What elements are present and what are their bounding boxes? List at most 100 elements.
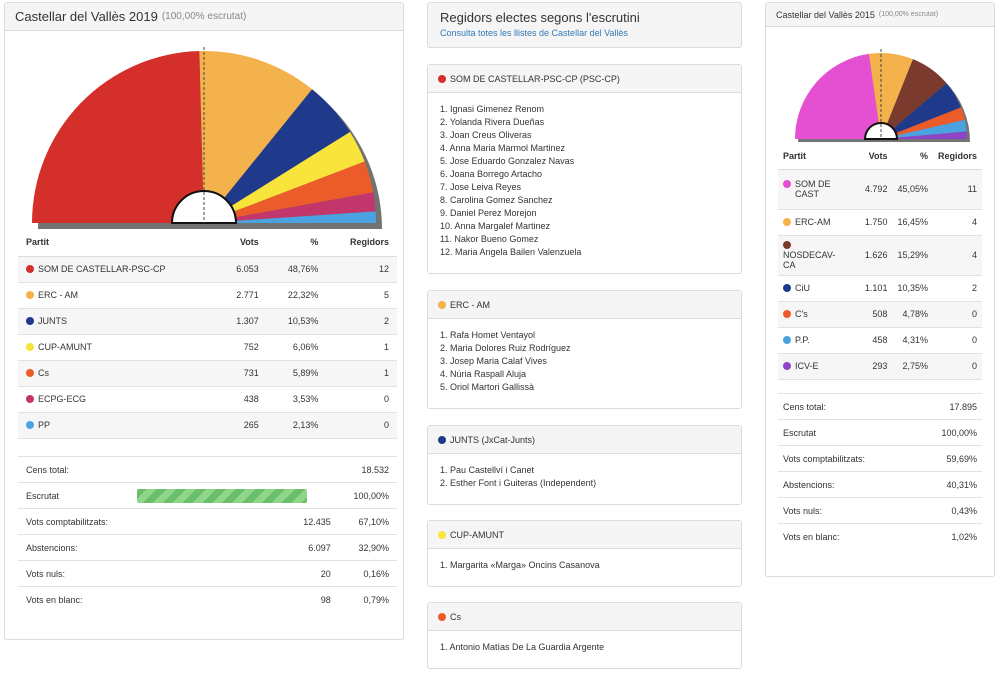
party-row[interactable]: ERC - AM 2.771 22,32% 5	[18, 282, 397, 309]
stat-label: Vots en blanc:	[18, 586, 129, 613]
col-partit: Partit	[18, 228, 218, 257]
party-pct: 48,76%	[266, 256, 327, 283]
party-pct: 6,06%	[266, 334, 327, 361]
party-color-dot	[26, 395, 34, 403]
stat-pct: 67,10%	[338, 508, 397, 535]
party-row[interactable]: ECPG-ECG 438 3,53% 0	[18, 386, 397, 413]
party-votes: 293	[859, 353, 893, 380]
candidate-list-title: SOM DE CASTELLAR-PSC-CP (PSC-CP)	[450, 73, 620, 84]
candidate-item: 1. Rafa Homet Ventayol	[440, 330, 536, 340]
stat-label: Vots comptabilitzats:	[778, 445, 915, 472]
stat-row: Escrutat 100,00%	[778, 419, 982, 446]
candidate-list: 1. Ignasi Gimenez Renom 2. Yolanda River…	[428, 93, 741, 259]
hemicycle-slice	[896, 119, 967, 138]
party-seats: 0	[932, 301, 982, 328]
elected-councillors-header: Regidors electes segons l'escrutini Cons…	[427, 2, 742, 48]
stat-value: 100,00%	[338, 482, 397, 509]
hemicycle-slice	[224, 89, 350, 207]
party-name: SOM DE CASTELLAR-PSC-CP	[38, 264, 166, 274]
candidate-list-title: Cs	[450, 611, 461, 622]
stat-label: Vots comptabilitzats:	[18, 508, 129, 535]
party-seats: 1	[326, 334, 397, 361]
candidate-item: 10. Anna Margalef Martinez	[440, 221, 551, 231]
stat-label: Abstencions:	[18, 534, 129, 561]
party-row[interactable]: CiU 1.101 10,35% 2	[778, 275, 982, 302]
party-votes: 1.750	[859, 209, 893, 236]
hemicycle-slice	[893, 83, 961, 134]
party-row[interactable]: JUNTS 1.307 10,53% 2	[18, 308, 397, 335]
candidate-item: 5. Jose Eduardo Gonzalez Navas	[440, 156, 575, 166]
party-name: PP	[38, 420, 51, 430]
party-votes: 438	[217, 386, 267, 413]
party-pct: 16,45%	[892, 209, 933, 236]
party-row[interactable]: PP 265 2,13% 0	[18, 412, 397, 439]
hemicycle-slice	[233, 161, 374, 218]
candidate-list-erc: ERC - AM 1. Rafa Homet Ventayol 2. Maria…	[427, 290, 742, 409]
stat-pct: 32,90%	[338, 534, 397, 561]
stat-row: Escrutat 100,00%	[18, 482, 397, 509]
party-pct: 45,05%	[892, 169, 933, 210]
candidate-item: 4. Anna Maria Marmol Martinez	[440, 143, 566, 153]
stat-label: Vots nuls:	[778, 497, 915, 524]
hemicycle-slice	[896, 131, 967, 139]
party-color-dot	[26, 291, 34, 299]
col-regidors: Regidors	[326, 228, 397, 257]
party-row[interactable]: SOM DE CAST 4.792 45,05% 11	[778, 169, 982, 210]
party-seats: 2	[932, 275, 982, 302]
party-name: SOM DE CAST	[795, 179, 831, 199]
hemicycle-slice	[895, 107, 965, 136]
party-row[interactable]: NOSDECAV-CA 1.626 15,29% 4	[778, 235, 982, 276]
hemicycle-slice	[32, 51, 204, 224]
party-seats: 4	[932, 209, 982, 236]
party-seats: 12	[326, 256, 397, 283]
candidate-item: 1. Pau Castellví i Canet	[440, 465, 535, 475]
stat-label: Cens total:	[18, 456, 129, 483]
party-row[interactable]: ERC-AM 1.750 16,45% 4	[778, 209, 982, 236]
party-row[interactable]: CUP-AMUNT 752 6,06% 1	[18, 334, 397, 361]
stats-2019-table: Cens total: 18.532 Escrutat 100,00% Vots c…	[18, 456, 397, 613]
candidate-item: 2. Esther Font i Guiteras (Independent)	[440, 478, 597, 488]
party-row[interactable]: C's 508 4,78% 0	[778, 301, 982, 328]
party-color-dot	[438, 300, 446, 309]
party-name: P.P.	[795, 335, 810, 345]
party-votes: 1.307	[217, 308, 267, 335]
party-pct: 3,53%	[266, 386, 327, 413]
party-row[interactable]: SOM DE CASTELLAR-PSC-CP 6.053 48,76% 12	[18, 256, 397, 283]
results-2015-subtitle: (100,00% escrutat)	[878, 11, 939, 18]
stat-row: Vots en blanc: 98 0,79%	[18, 586, 397, 613]
party-pct: 2,75%	[892, 353, 933, 380]
party-row[interactable]: P.P. 458 4,31% 0	[778, 327, 982, 354]
candidate-item: 12. Maria Angela Bailen Valenzuela	[440, 247, 582, 257]
stat-row: Vots comptabilitzats: 12.435 67,10%	[18, 508, 397, 535]
stat-row: Vots en blanc: 1,02%	[778, 523, 982, 550]
party-row[interactable]: ICV-E 293 2,75% 0	[778, 353, 982, 380]
results-2015-title: Castellar del Vallès 2015	[776, 9, 875, 20]
results-2019-subtitle: (100,00% escrutat)	[161, 11, 247, 22]
stat-value: 1,02%	[914, 523, 982, 550]
stat-pct: 0,79%	[338, 586, 397, 613]
party-name: NOSDECAV-CA	[783, 250, 836, 270]
candidate-item: 1. Margarita «Marga» Oncins Casanova	[440, 560, 600, 570]
stat-row: Abstencions: 40,31%	[778, 471, 982, 498]
party-color-dot	[26, 265, 34, 273]
party-color-dot	[783, 362, 791, 370]
stat-row: Vots nuls: 20 0,16%	[18, 560, 397, 587]
stat-value: 18.532	[338, 456, 397, 483]
candidate-list-psc: SOM DE CASTELLAR-PSC-CP (PSC-CP) 1. Igna…	[427, 64, 742, 274]
candidate-list-title: ERC - AM	[450, 299, 491, 310]
col-vots: Vots	[217, 228, 267, 257]
party-row[interactable]: Cs 731 5,89% 1	[18, 360, 397, 387]
party-pct: 5,89%	[266, 360, 327, 387]
stat-row: Vots nuls: 0,43%	[778, 497, 982, 524]
candidate-list: 1. Antonio Matías De La Guardia Argente	[428, 631, 741, 654]
party-color-dot	[783, 180, 791, 188]
stat-value: 17.895	[914, 393, 982, 420]
hemicycle-slice	[235, 192, 376, 221]
results-2015-panel: Castellar del Vallès 2015 (100,00% escru…	[765, 2, 995, 577]
results-2019-panel: Castellar del Vallès 2019 (100,00% escru…	[4, 2, 404, 640]
all-lists-link[interactable]: Consulta totes les llistes de Castellar …	[440, 28, 628, 38]
party-name: CUP-AMUNT	[38, 342, 92, 352]
party-color-dot	[26, 421, 34, 429]
party-seats: 11	[932, 169, 982, 210]
candidate-item: 2. Yolanda Rivera Dueñas	[440, 117, 545, 127]
